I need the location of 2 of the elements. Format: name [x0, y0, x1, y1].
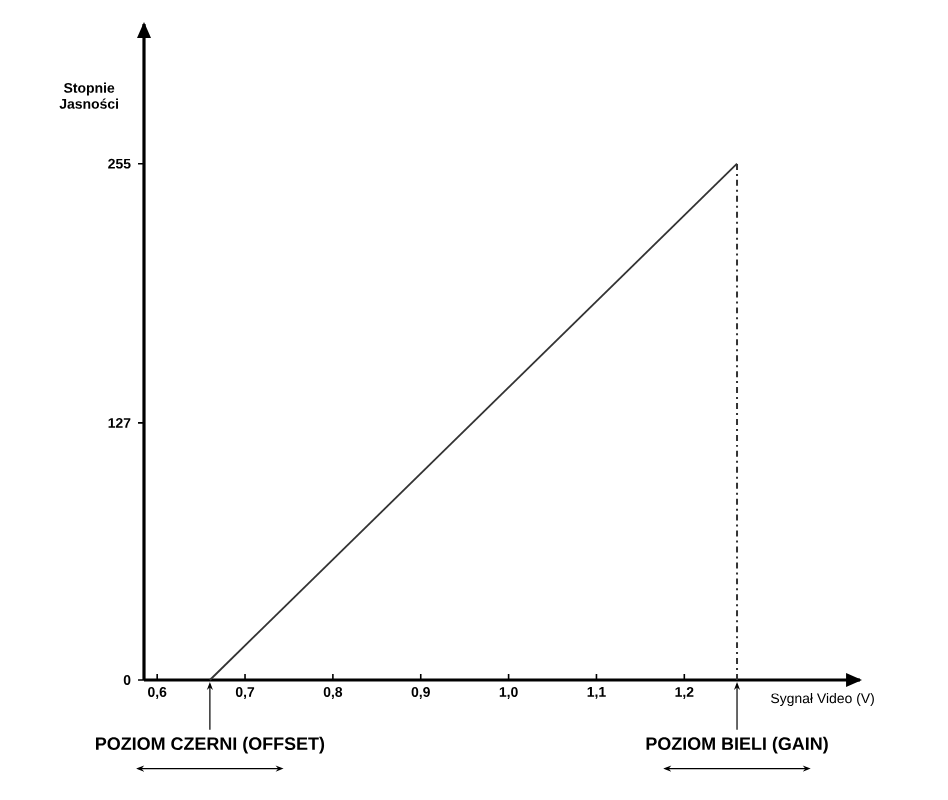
- annotation: POZIOM CZERNI (OFFSET): [96, 736, 325, 754]
- annotation: POZIOM BIELI (GAIN): [646, 736, 828, 754]
